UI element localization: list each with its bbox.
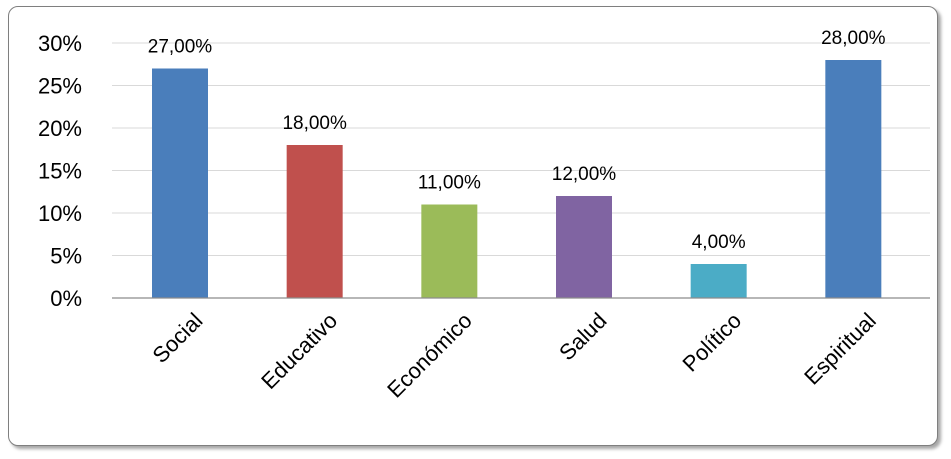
bar-económico [421,205,477,299]
data-label: 28,00% [821,28,886,49]
x-axis-categories: Social Educativo Económico Salud Político Esp… [147,308,880,403]
category-label: Salud [554,308,611,365]
y-axis-ticks: 0% 5% 10% 15% 20% 25% 30% [38,31,82,311]
y-tick-label: 30% [38,31,82,56]
bar-salud [556,196,612,298]
category-label: Político [678,308,747,377]
category-label: Espiritual [799,308,881,390]
category-label: Económico [382,308,477,403]
y-tick-label: 15% [38,159,82,184]
gridlines [112,43,930,256]
y-tick-label: 20% [38,116,82,141]
data-label: 4,00% [692,232,746,253]
data-labels: 27,00% 18,00% 11,00% 12,00% 4,00% 28,00% [148,28,886,253]
bar-político [691,264,747,298]
y-tick-label: 5% [50,244,82,269]
y-tick-label: 0% [50,286,82,311]
category-label: Educativo [256,308,342,394]
bar-espiritual [825,60,881,298]
bars [152,60,881,298]
data-label: 12,00% [552,164,617,185]
bar-educativo [287,145,343,298]
bar-social [152,69,208,299]
data-label: 11,00% [418,173,481,194]
category-label: Social [147,308,207,368]
data-label: 27,00% [148,37,213,58]
data-label: 18,00% [282,113,347,134]
y-tick-label: 10% [38,201,82,226]
y-tick-label: 25% [38,74,82,99]
